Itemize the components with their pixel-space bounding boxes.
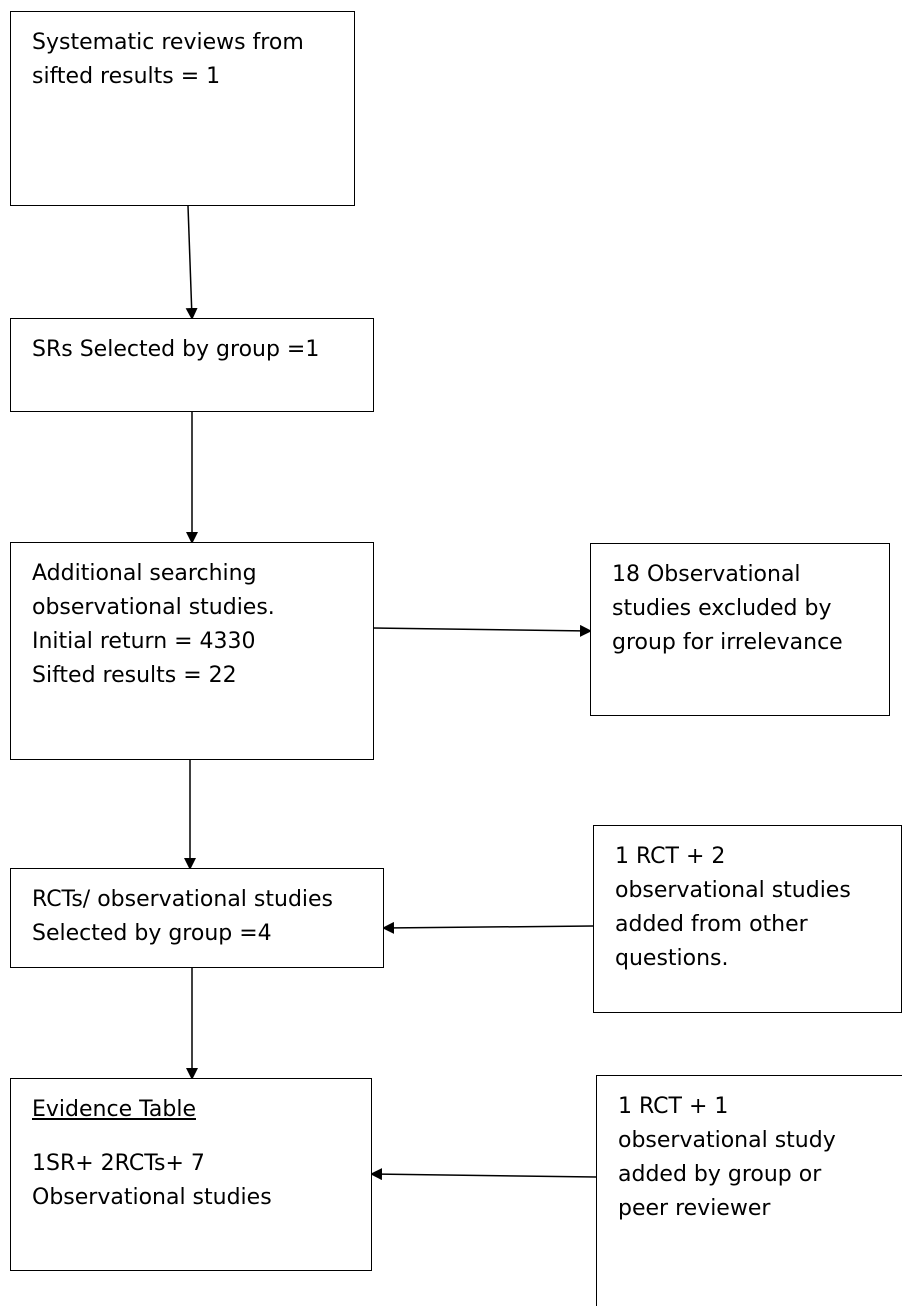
added-other-questions-line-1: 1 RCT + 2 [615, 844, 726, 869]
evidence-table-heading: Evidence Table [32, 1097, 196, 1122]
added-other-questions-line-3: added from other [615, 912, 808, 937]
evidence-table-line-2: Observational studies [32, 1185, 272, 1210]
added-by-group-line-1: 1 RCT + 1 [618, 1094, 729, 1119]
rcts-selected-line-1: RCTs/ observational studies [32, 887, 334, 912]
systematic-reviews-box: Systematic reviews from sifted results =… [10, 11, 355, 206]
srs-selected-line-1: SRs Selected by group =1 [32, 337, 320, 362]
systematic-reviews-line-1: Systematic reviews from [32, 30, 304, 55]
added-other-questions-box: 1 RCT + 2 observational studies added fr… [593, 825, 902, 1013]
added-other-questions-line-4: questions. [615, 946, 729, 971]
added-other-questions-line-2: observational studies [615, 878, 851, 903]
added-by-group-line-2: observational study [618, 1128, 836, 1153]
additional-searching-line-1: Additional searching [32, 561, 257, 586]
added-by-group-box: 1 RCT + 1 observational study added by g… [596, 1075, 902, 1306]
observational-excluded-line-3: group for irrelevance [612, 630, 843, 655]
arrow-other-questions-to-rcts [382, 921, 594, 934]
srs-selected-box: SRs Selected by group =1 [10, 318, 374, 412]
observational-excluded-line-2: studies excluded by [612, 596, 832, 621]
arrow-added-by-group-to-evidence [370, 1168, 597, 1181]
arrow-additional-to-excluded [372, 624, 592, 637]
evidence-table-box: Evidence Table 1SR+ 2RCTs+ 7 Observation… [10, 1078, 372, 1271]
additional-searching-box: Additional searching observational studi… [10, 542, 374, 760]
observational-excluded-line-1: 18 Observational [612, 562, 801, 587]
additional-searching-line-2: observational studies. [32, 595, 275, 620]
observational-excluded-box: 18 Observational studies excluded by gro… [590, 543, 890, 716]
additional-searching-line-4: Sifted results = 22 [32, 663, 237, 688]
rcts-selected-line-2: Selected by group =4 [32, 921, 272, 946]
arrow-systematic-to-srs [185, 205, 198, 320]
evidence-table-line-1: 1SR+ 2RCTs+ 7 [32, 1151, 205, 1176]
added-by-group-line-4: peer reviewer [618, 1196, 771, 1221]
systematic-reviews-line-2: sifted results = 1 [32, 64, 221, 89]
additional-searching-line-3: Initial return = 4330 [32, 629, 256, 654]
added-by-group-line-3: added by group or [618, 1162, 822, 1187]
rcts-selected-box: RCTs/ observational studies Selected by … [10, 868, 384, 968]
